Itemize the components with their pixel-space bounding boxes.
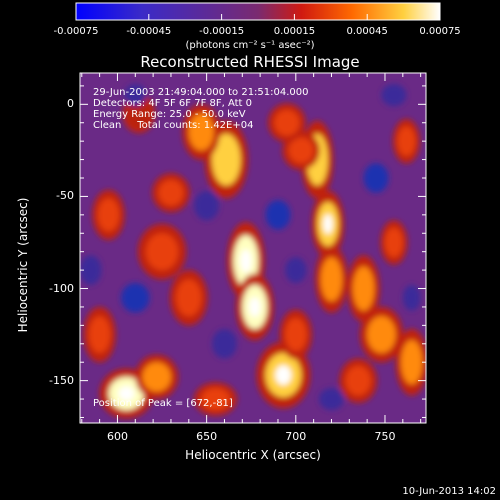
colorbar-units-label: (photons cm⁻² s⁻¹ asec⁻²) [185,40,315,51]
colorbar-ticks [75,14,441,20]
x-axis-label: Heliocentric X (arcsec) [185,448,321,462]
heatmap-blob-positive [142,362,171,392]
heatmap-blob-positive [176,279,202,317]
colorbar-tick-label: 0.00045 [346,26,388,37]
colorbar-tick-label: -0.00015 [199,26,245,37]
y-tick-label: 0 [67,97,74,111]
heatmap-blob-negative [285,257,307,283]
annotation-block: 29-Jun-2003 21:49:04.000 to 21:51:04.000… [93,87,309,131]
heatmap-blob-negative [80,255,102,285]
x-tick-label: 700 [285,430,307,443]
colorbar-tick-label: 0.00075 [419,26,461,37]
heatmap-blob-negative [124,84,146,107]
y-tick-label: -100 [49,281,74,295]
heatmap-blob-negative [318,388,344,411]
heatmap-blob-positive [274,109,300,136]
footer-timestamp: 10-Jun-2013 14:02 [402,486,496,497]
heatmap-blob-core [323,214,333,234]
heatmap-blob-negative [121,283,150,313]
heatmap-blob-positive [367,316,396,353]
heatmap-blob-positive [201,388,230,411]
heatmap-blob-core [249,297,261,317]
x-tick-labels: 600 650 700 750 [0,431,500,445]
colorbar-tick-label: 0.00015 [273,26,316,37]
x-axis-ticks [81,73,422,423]
x-tick-label: 750 [374,430,396,443]
heatmap-blob-core [118,386,135,401]
heatmap-blob-negative [194,190,220,221]
heatmap-blob-positive [384,227,403,258]
plot-frame [79,72,427,424]
heatmap-blob-positive [285,318,307,352]
heatmap-blob-positive [352,266,375,311]
heatmap-blobs [80,84,426,419]
y-axis-ticks [80,85,426,418]
colorbar-gradient [76,3,440,20]
heatmap-blob-negative [211,329,237,359]
chart-title: Reconstructed RHESSI Image [140,53,360,71]
heatmap-blob-positive [88,316,111,353]
heatmap-blob-positive [288,137,314,164]
heatmap-blob-positive [345,365,371,396]
y-tick-labels: 0 -50 -100 -150 [0,0,80,500]
heatmap-blob-positive [397,126,416,156]
heatmap-blob-core [240,249,252,273]
y-tick-label: -50 [56,189,74,203]
heatmap-blob-positive [401,340,423,385]
colorbar-tick-label: -0.00045 [126,26,172,37]
annotation-clean: Clean Total counts: 1.42E+04 [93,120,254,131]
annotation-time: 29-Jun-2003 21:49:04.000 to 21:51:04.000 [93,87,309,98]
heatmap-blob-negative [381,84,407,107]
x-tick-label: 650 [196,430,218,443]
heatmap-blob-positive [188,113,214,151]
heatmap-blob-negative [265,200,291,230]
colorbar-tick-label: -0.00075 [53,26,99,37]
x-tick-label: 600 [106,430,128,443]
heatmap-blob-positive [211,133,241,186]
y-tick-label: -150 [49,373,74,387]
colorbar [75,2,441,21]
y-axis-label: Heliocentric Y (arcsec) [16,197,30,333]
heatmap-blob-positive [145,233,179,271]
heatmap-blob-positive [158,179,184,206]
heatmap-blob-positive [128,100,150,127]
annotation-energy: Energy Range: 25.0 - 50.0 keV [93,109,246,120]
heatmap-blob-core [275,365,292,386]
colorbar-tick-labels: -0.00075 -0.00045 -0.00015 0.00015 0.00045 0.… [0,26,500,40]
heatmap-blob-negative [402,284,421,311]
heatmap-blob-positive [320,257,343,302]
heatmap-blob-negative [363,163,389,193]
annotation-detectors: Detectors: 4F 5F 6F 7F 8F, Att 0 [93,98,253,109]
colorbar-frame [75,2,441,21]
heatmap-blob-positive [97,198,120,232]
peak-position-label: Position of Peak = [672,-81] [93,398,233,409]
